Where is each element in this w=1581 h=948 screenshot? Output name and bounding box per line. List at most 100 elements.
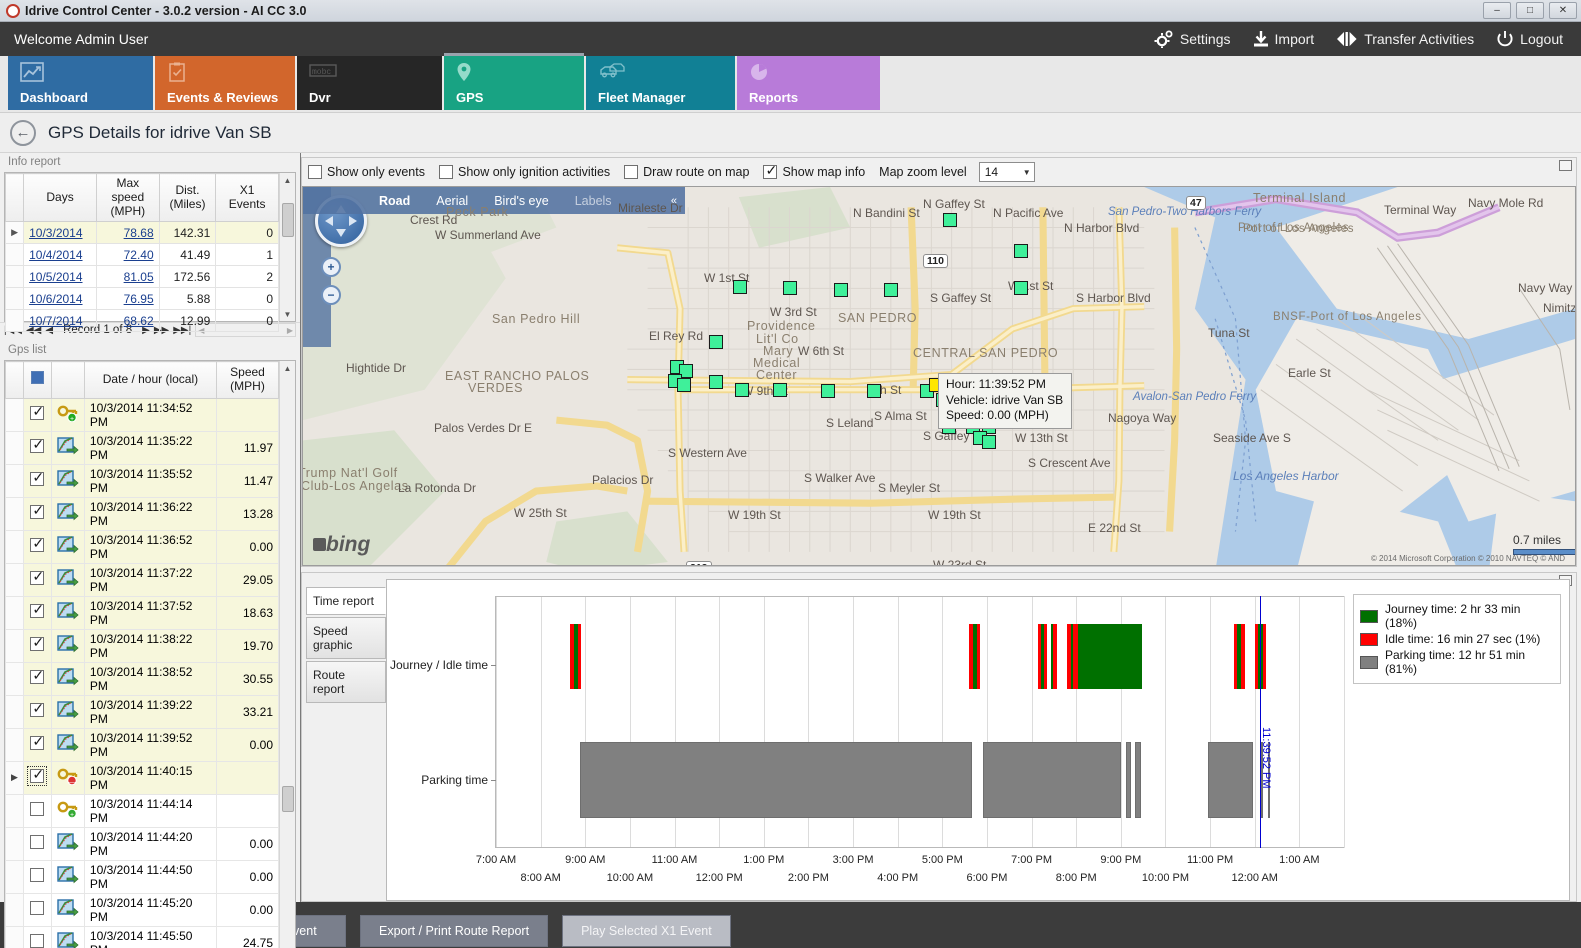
gps-row-checkbox[interactable]	[30, 835, 45, 850]
scroll-up-icon[interactable]: ▲	[283, 175, 292, 185]
scroll-up-icon[interactable]: ▲	[283, 363, 292, 373]
gps-row-checkbox[interactable]	[30, 502, 45, 520]
gps-row-checkbox-cell[interactable]	[22, 397, 52, 432]
gps-point[interactable]	[677, 378, 691, 392]
map-zoom-out-button[interactable]: −	[321, 285, 341, 305]
gps-list-row[interactable]: 10/3/2014 11:45:20 PM 0.00	[5, 892, 279, 927]
max-speed-link[interactable]: 68.62	[123, 313, 154, 328]
gps-row-checkbox-cell[interactable]	[22, 595, 52, 630]
module-tab-dvr[interactable]: mobc Dvr	[297, 56, 442, 110]
gps-row-checkbox[interactable]	[30, 868, 45, 883]
transfer-activities-button[interactable]: Transfer Activities	[1336, 30, 1474, 48]
logout-button[interactable]: Logout	[1496, 30, 1563, 48]
minimize-button[interactable]: –	[1483, 2, 1511, 19]
gps-row-checkbox-cell[interactable]	[22, 661, 52, 696]
max-speed-link[interactable]: 72.40	[123, 247, 154, 262]
chevron-down-icon[interactable]: ▼	[1022, 167, 1031, 177]
table-row[interactable]: 10/5/2014 81.05 172.56 2	[4, 265, 279, 289]
gps-row-checkbox-cell[interactable]	[22, 760, 52, 795]
cell-max-speed[interactable]: 81.05	[95, 265, 160, 289]
module-tab-reports[interactable]: Reports	[737, 56, 880, 110]
gps-row-checkbox[interactable]	[30, 802, 45, 817]
module-tab-events-reviews[interactable]: Events & Reviews	[155, 56, 295, 110]
gps-point[interactable]	[733, 280, 747, 294]
gps-row-checkbox[interactable]	[30, 733, 45, 751]
cell-day[interactable]: 10/5/2014	[23, 265, 97, 289]
gps-speed-header[interactable]: Speed (MPH)	[216, 361, 279, 399]
close-button[interactable]: ✕	[1549, 2, 1577, 19]
draw-route-checkbox[interactable]	[624, 165, 639, 179]
tab-route-report[interactable]: Route report	[306, 661, 386, 703]
gps-row-checkbox[interactable]	[30, 535, 45, 553]
gps-row-checkbox-cell[interactable]	[22, 694, 52, 729]
info-report-scrollbar[interactable]: ▲ ▼	[279, 173, 295, 321]
table-row[interactable]: 10/7/2014 68.62 12.99 0	[4, 309, 279, 333]
gps-row-checkbox-cell[interactable]	[22, 628, 52, 663]
gps-row-checkbox-cell[interactable]	[22, 892, 52, 927]
hscroll-right-icon[interactable]: ▶	[286, 325, 293, 335]
day-link[interactable]: 10/6/2014	[29, 291, 83, 306]
gps-point[interactable]	[1014, 281, 1028, 295]
module-tab-gps[interactable]: GPS	[444, 53, 584, 110]
time-report-chart[interactable]: Journey / Idle time Parking time 11:39:52 …	[386, 579, 1570, 901]
map-mode-labels[interactable]: Labels	[574, 193, 612, 208]
cell-day[interactable]: 10/7/2014	[23, 309, 97, 333]
checkbox-show-only-events[interactable]: Show only events	[308, 165, 425, 179]
gps-point[interactable]	[709, 375, 723, 389]
max-speed-link[interactable]: 81.05	[123, 269, 154, 284]
day-link[interactable]: 10/3/2014	[29, 225, 83, 240]
col-max-speed[interactable]: Max speed (MPH)	[95, 172, 160, 223]
gps-row-checkbox[interactable]	[27, 766, 48, 787]
back-arrow-icon[interactable]: ←	[10, 119, 36, 146]
gps-point[interactable]	[867, 384, 881, 398]
gps-row-checkbox-cell[interactable]	[22, 826, 52, 861]
gps-row-checkbox[interactable]	[30, 667, 45, 685]
col-x1-events[interactable]: X1 Events	[215, 172, 279, 223]
gps-row-checkbox[interactable]	[30, 568, 45, 586]
scroll-thumb[interactable]	[281, 786, 294, 812]
day-link[interactable]: 10/5/2014	[29, 269, 83, 284]
gps-row-checkbox[interactable]	[30, 601, 45, 619]
show-map-info-checkbox[interactable]	[763, 162, 778, 179]
map-panel-restore-icon[interactable]	[1559, 160, 1572, 171]
gps-row-checkbox-cell[interactable]	[22, 430, 52, 465]
gps-row-checkbox[interactable]	[30, 901, 45, 916]
table-row[interactable]: 10/4/2014 72.40 41.49 1	[4, 243, 279, 267]
map-mode-birds-eye[interactable]: Bird's eye	[494, 193, 549, 208]
gps-list-row[interactable]: 10/3/2014 11:36:52 PM0.00	[5, 529, 279, 564]
gps-list-row[interactable]: +10/3/2014 11:44:14 PM	[5, 793, 279, 828]
gps-row-checkbox[interactable]	[30, 700, 45, 718]
scroll-thumb[interactable]	[281, 203, 294, 237]
table-row[interactable]: 10/6/2014 76.95 5.88 0	[4, 287, 279, 311]
gps-point[interactable]	[884, 283, 898, 297]
play-selected-x1-event-button[interactable]: Play Selected X1 Event	[562, 915, 731, 947]
gps-point[interactable]	[821, 384, 835, 398]
gps-list-row[interactable]: 10/3/2014 11:44:50 PM 0.00	[5, 859, 279, 894]
checkbox-show-only-ignition[interactable]: Show only ignition activities	[438, 165, 610, 179]
gps-row-checkbox-cell[interactable]	[22, 859, 52, 894]
cell-day[interactable]: 10/4/2014	[23, 243, 97, 267]
tab-time-report[interactable]: Time report	[306, 587, 386, 615]
gps-list-row[interactable]: 10/3/2014 11:45:50 PM24.75	[5, 925, 279, 948]
max-speed-link[interactable]: 76.95	[123, 291, 154, 306]
gps-point[interactable]	[735, 383, 749, 397]
show-only-ignition-checkbox[interactable]	[438, 165, 453, 179]
col-dist[interactable]: Dist. (Miles)	[158, 172, 217, 223]
gps-list-scrollbar[interactable]: ▲ ▼	[279, 361, 295, 948]
day-link[interactable]: 10/7/2014	[29, 313, 83, 328]
show-only-events-checkbox[interactable]	[308, 165, 322, 179]
gps-row-checkbox-cell[interactable]	[22, 496, 52, 531]
gps-row-checkbox-cell[interactable]	[22, 562, 52, 597]
cell-max-speed[interactable]: 78.68	[95, 221, 160, 245]
cell-max-speed[interactable]: 68.62	[95, 309, 160, 333]
gps-row-checkbox[interactable]	[30, 469, 45, 487]
gps-list-row[interactable]: ▶ — 10/3/2014 11:40:15 PM	[5, 760, 279, 795]
gps-point[interactable]	[773, 383, 787, 397]
map-mode-road[interactable]: Road	[379, 193, 411, 208]
gps-list-row[interactable]: 10/3/2014 11:39:52 PM0.00	[5, 727, 279, 762]
gps-row-checkbox-cell[interactable]	[22, 463, 52, 498]
gps-point[interactable]	[709, 335, 723, 349]
